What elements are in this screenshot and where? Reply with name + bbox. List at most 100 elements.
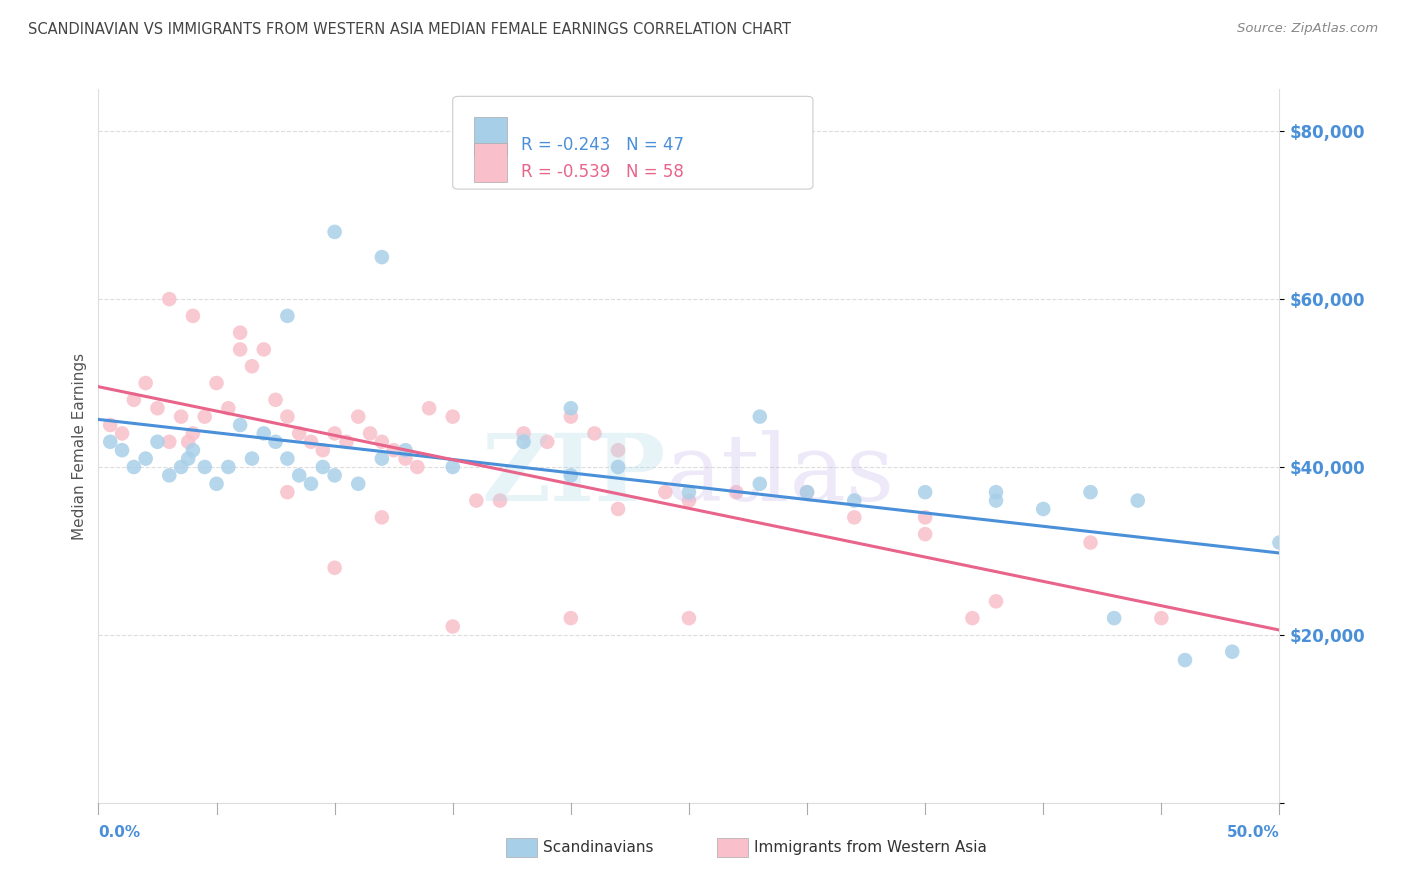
Point (217, 401, 239, 416)
Text: Immigrants from Western Asia: Immigrants from Western Asia (754, 840, 987, 855)
Bar (474, 117, 508, 156)
Point (678, 611, 700, 625)
Point (914, 485, 936, 500)
Point (489, 493, 512, 508)
Point (1174, 653, 1197, 667)
Point (264, 434, 287, 449)
Point (371, 434, 394, 449)
Point (181, 443, 204, 458)
Point (359, 426, 381, 441)
Point (323, 225, 346, 239)
Point (984, 485, 1007, 500)
Point (217, 460, 239, 475)
Point (288, 426, 311, 441)
Point (536, 434, 558, 449)
Point (1220, 645, 1243, 659)
Y-axis label: Median Female Earnings: Median Female Earnings (72, 352, 87, 540)
Point (177, 451, 200, 466)
Point (299, 434, 322, 449)
Point (678, 485, 700, 500)
Point (98, 417, 121, 432)
Text: SCANDINAVIAN VS IMMIGRANTS FROM WESTERN ASIA MEDIAN FEMALE EARNINGS CORRELATION : SCANDINAVIAN VS IMMIGRANTS FROM WESTERN … (28, 22, 792, 37)
Point (796, 485, 818, 500)
Point (146, 401, 169, 416)
Point (984, 493, 1007, 508)
Point (299, 476, 322, 491)
Point (170, 409, 193, 424)
Point (276, 409, 298, 424)
Text: Scandinavians: Scandinavians (543, 840, 654, 855)
Point (229, 343, 252, 357)
Point (253, 426, 276, 441)
Point (583, 426, 606, 441)
Point (914, 527, 936, 541)
Point (607, 443, 630, 458)
Point (194, 409, 217, 424)
Point (264, 392, 287, 407)
Point (170, 460, 193, 475)
Text: 0.0%: 0.0% (98, 825, 141, 840)
Point (1080, 535, 1102, 549)
Point (748, 476, 770, 491)
Point (914, 510, 936, 524)
Point (181, 426, 204, 441)
Point (418, 401, 440, 416)
Point (146, 434, 169, 449)
Point (181, 309, 204, 323)
Bar (474, 143, 508, 182)
Point (288, 468, 311, 483)
Point (607, 460, 630, 475)
Point (194, 460, 217, 475)
Point (1268, 535, 1291, 549)
Point (560, 611, 582, 625)
Text: 50.0%: 50.0% (1226, 825, 1279, 840)
Text: R = -0.243   N = 47: R = -0.243 N = 47 (522, 136, 685, 154)
Point (371, 510, 394, 524)
Point (111, 426, 134, 441)
Point (512, 426, 534, 441)
Point (205, 376, 228, 390)
Point (560, 409, 582, 424)
Text: ZIP: ZIP (481, 430, 665, 519)
Point (253, 343, 276, 357)
Text: atlas: atlas (665, 430, 894, 519)
Point (512, 434, 534, 449)
Point (276, 451, 298, 466)
Point (205, 476, 228, 491)
Point (122, 392, 145, 407)
Point (984, 594, 1007, 608)
Point (135, 451, 157, 466)
Point (157, 434, 180, 449)
Point (560, 401, 582, 416)
Point (312, 443, 335, 458)
Point (111, 443, 134, 458)
Point (347, 476, 370, 491)
Point (1102, 611, 1125, 625)
Point (177, 434, 200, 449)
Point (157, 292, 180, 306)
Point (276, 485, 298, 500)
Point (1080, 485, 1102, 500)
Point (796, 485, 818, 500)
Point (748, 409, 770, 424)
Point (347, 409, 370, 424)
Point (371, 250, 394, 264)
Point (276, 309, 298, 323)
Point (844, 493, 866, 508)
Text: Source: ZipAtlas.com: Source: ZipAtlas.com (1237, 22, 1378, 36)
Point (371, 451, 394, 466)
Point (382, 443, 405, 458)
Point (323, 426, 346, 441)
Point (240, 451, 263, 466)
Point (312, 460, 335, 475)
Point (441, 619, 464, 633)
Point (240, 359, 263, 374)
Point (135, 376, 157, 390)
Point (1150, 611, 1173, 625)
Point (844, 510, 866, 524)
Point (323, 468, 346, 483)
Point (1032, 502, 1054, 516)
Point (678, 493, 700, 508)
Point (157, 468, 180, 483)
Point (441, 409, 464, 424)
